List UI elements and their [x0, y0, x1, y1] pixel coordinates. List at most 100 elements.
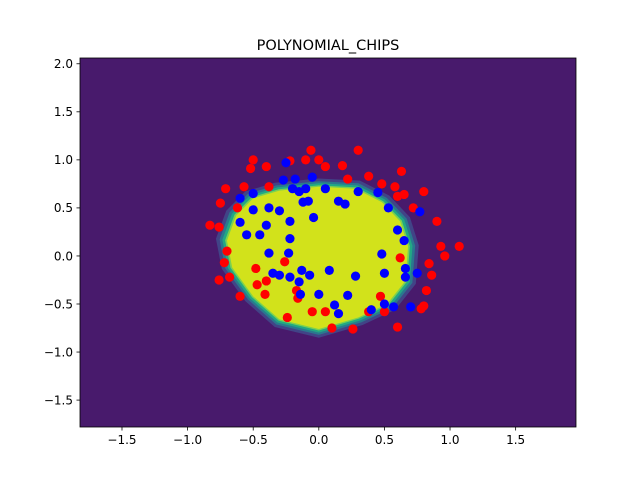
red-point [251, 263, 261, 274]
red-point [440, 251, 450, 261]
blue-point [320, 184, 330, 194]
y-tick-label: 1.0 [54, 153, 73, 167]
red-point [260, 289, 270, 299]
blue-point [294, 277, 304, 287]
blue-point [308, 212, 319, 223]
red-point [375, 291, 386, 301]
blue-point [392, 225, 403, 235]
blue-point [324, 265, 334, 275]
blue-point [264, 248, 274, 258]
red-point [280, 257, 290, 267]
blue-point [261, 220, 271, 230]
x-tick-label: −1.0 [173, 433, 202, 447]
blue-point [412, 268, 422, 278]
blue-point [242, 230, 252, 240]
blue-point [281, 158, 291, 168]
red-point [416, 304, 426, 314]
blue-point [303, 196, 313, 206]
decision-region [226, 186, 409, 329]
y-tick-label: 0.5 [54, 201, 73, 215]
x-tick-label: 0.5 [375, 433, 394, 447]
red-point [320, 161, 330, 172]
blue-point [399, 235, 409, 246]
blue-point [343, 290, 353, 300]
red-point [264, 182, 274, 192]
red-point [224, 272, 235, 282]
x-tick-label: −1.5 [107, 433, 136, 447]
blue-point [333, 309, 344, 319]
y-tick-label: 1.5 [54, 105, 73, 119]
red-point [337, 161, 348, 171]
blue-point [301, 184, 311, 194]
blue-point [235, 217, 245, 227]
blue-point [366, 305, 376, 315]
red-point [239, 182, 249, 192]
blue-point [284, 248, 294, 258]
blue-point [235, 193, 245, 203]
red-point [245, 163, 256, 174]
blue-point [415, 207, 425, 217]
blue-point [285, 234, 295, 244]
red-point [399, 189, 409, 200]
blue-point [400, 263, 411, 274]
blue-point [285, 216, 295, 226]
blue-point [285, 272, 295, 282]
blue-point [379, 268, 390, 278]
red-point [214, 275, 224, 285]
blue-point [264, 203, 274, 213]
x-tick-label: 0.0 [309, 433, 328, 447]
red-point [306, 145, 316, 155]
red-point [396, 166, 407, 176]
y-tick-label: −0.5 [44, 297, 73, 311]
red-point [424, 259, 434, 269]
blue-point [340, 199, 350, 209]
red-point [390, 182, 400, 192]
blue-point [290, 174, 300, 184]
red-point [432, 216, 442, 226]
red-point [377, 179, 387, 189]
red-point [320, 307, 330, 317]
blue-point [329, 300, 340, 310]
red-point [395, 253, 405, 263]
blue-point [406, 302, 416, 312]
red-point [427, 270, 437, 280]
x-tick-label: 1.0 [440, 433, 459, 447]
blue-point [373, 187, 383, 198]
blue-point [389, 302, 399, 312]
red-point [222, 246, 232, 256]
red-point [282, 312, 292, 323]
blue-point [295, 289, 306, 299]
blue-point [274, 270, 285, 280]
y-tick-label: −1.0 [44, 345, 73, 359]
blue-point [314, 289, 324, 299]
red-point [392, 322, 403, 332]
red-point [421, 285, 432, 296]
red-point [215, 198, 226, 208]
blue-point [297, 265, 307, 275]
red-point [327, 323, 337, 333]
red-point [454, 241, 464, 251]
red-point [379, 307, 390, 317]
y-tick-label: −1.5 [44, 393, 73, 407]
red-point [307, 307, 317, 317]
red-point [221, 184, 231, 194]
red-point [232, 203, 243, 213]
blue-point [274, 206, 285, 216]
blue-point [377, 249, 387, 259]
blue-point [248, 188, 258, 199]
y-tick-label: 2.0 [54, 57, 73, 71]
red-point [301, 155, 311, 165]
red-point [364, 171, 374, 181]
blue-point [278, 175, 288, 185]
red-point [261, 276, 271, 286]
blue-point [255, 230, 265, 240]
red-point [248, 155, 258, 165]
x-tick-label: 1.5 [506, 433, 525, 447]
red-point [219, 258, 229, 268]
blue-point [353, 186, 363, 197]
blue-point [307, 172, 317, 182]
red-point [314, 155, 324, 165]
blue-point [305, 270, 315, 280]
blue-point [383, 203, 393, 213]
